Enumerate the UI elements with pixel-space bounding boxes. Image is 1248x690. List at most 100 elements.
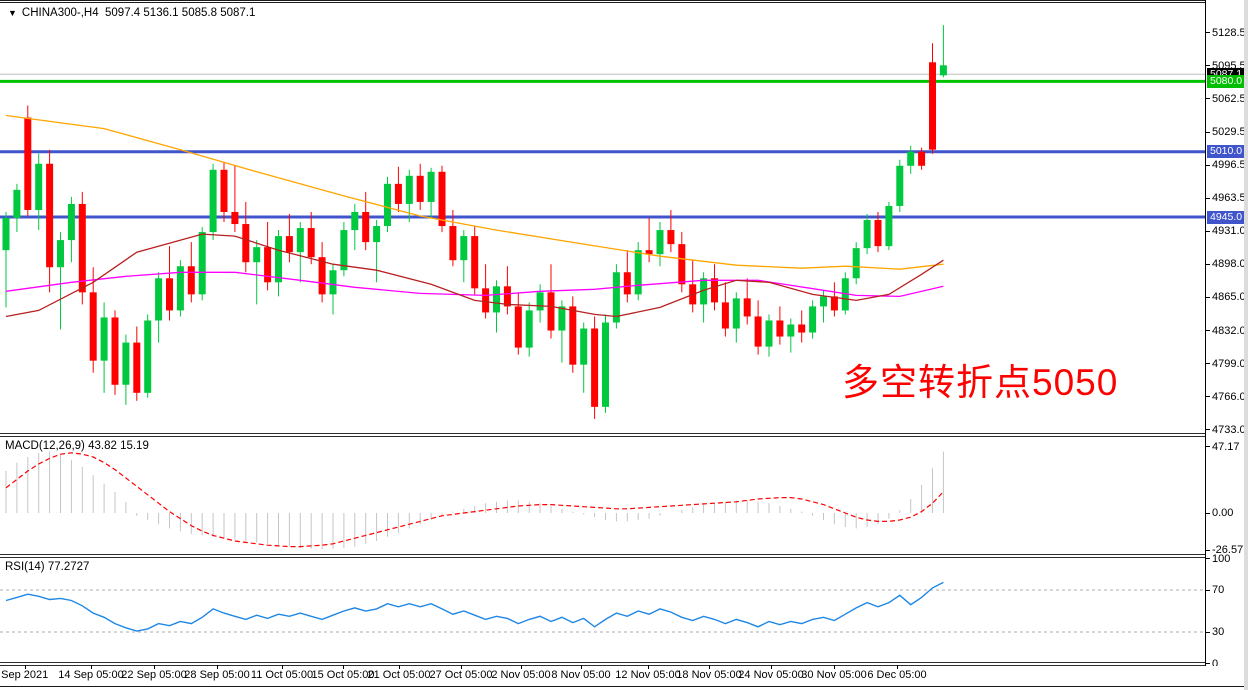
ohlc-close: 5087.1 (220, 7, 256, 19)
panel-splitter-macd[interactable] (0, 433, 1248, 437)
macd-canvas[interactable] (0, 437, 1205, 554)
candle-bull (656, 230, 664, 255)
time-label: 12 Nov 05:00 (615, 669, 681, 681)
symbol-collapse-icon[interactable]: ▼ (8, 8, 17, 18)
candle-bull (13, 189, 21, 219)
candle-bull (373, 226, 381, 243)
time-label: 18 Nov 05:00 (676, 669, 742, 681)
ma-darkred[interactable] (5, 233, 944, 318)
time-tick (461, 665, 462, 669)
candle-bear (449, 226, 457, 261)
candle-bear (285, 236, 293, 253)
annotation-text[interactable]: 多空转折点5050 (842, 362, 1119, 403)
price-tick: 4931.0 (1212, 225, 1246, 238)
ohlc-open: 5097.4 (105, 7, 141, 19)
candle-bear (667, 230, 675, 245)
macd-tick: 47.17 (1212, 440, 1240, 453)
candle-bull (57, 240, 64, 268)
candle-bull (405, 175, 413, 204)
candle-bear (776, 320, 784, 337)
candle-bear (111, 317, 119, 385)
chart-title: ▼ CHINA300-,H4 5097.4 5136.1 5085.8 5087.… (8, 7, 255, 19)
price-tag-5080.0: 5080.0 (1207, 74, 1247, 88)
price-tick: 5062.5 (1212, 92, 1246, 105)
panel-splitter-time[interactable] (0, 662, 1248, 666)
candle-bull (351, 211, 359, 231)
candle-bull (558, 306, 566, 331)
candle-bear (645, 250, 653, 255)
price-tick-tick (1206, 197, 1210, 199)
time-label: 27 Oct 05:00 (429, 669, 493, 681)
time-tick (25, 665, 26, 669)
candle-bear (623, 272, 631, 295)
time-tick (897, 665, 898, 669)
candle-bear (918, 151, 926, 166)
ohlc-high: 5136.1 (143, 7, 179, 19)
candle-bear (438, 171, 446, 227)
price-tick: 4832.0 (1212, 324, 1246, 337)
candle-bear (798, 324, 806, 333)
time-tick (521, 665, 522, 669)
candle-bull (329, 270, 337, 295)
candle-bear (482, 288, 490, 313)
ma-orange[interactable] (5, 114, 944, 270)
candle-bull (198, 232, 206, 295)
rsi-canvas[interactable] (0, 558, 1205, 662)
price-tick: 4898.0 (1212, 258, 1246, 271)
rsi-tick-tick (1206, 589, 1210, 591)
main-price-canvas[interactable] (0, 0, 1205, 433)
ohlc-low: 5085.8 (181, 7, 217, 19)
price-tick: 4766.0 (1212, 390, 1246, 403)
time-tick (282, 665, 283, 669)
candle-bull (732, 298, 740, 329)
candle-bear (830, 296, 838, 311)
candle-bear (307, 228, 315, 258)
rsi-tick: 100 (1212, 552, 1231, 565)
candle-bull (896, 165, 904, 206)
candle-bull (35, 163, 43, 210)
price-tick-tick (1206, 396, 1210, 398)
candle-bull (2, 218, 10, 251)
candle-bull (852, 248, 860, 279)
time-label: 30 Nov 05:00 (801, 669, 867, 681)
candle-bull (144, 320, 152, 393)
candle-bull (427, 171, 435, 202)
candle-bear (220, 169, 228, 212)
macd-tick-tick (1206, 446, 1210, 448)
macd-values: 43.82 15.19 (88, 440, 149, 452)
price-tick-tick (1206, 65, 1210, 67)
ma-magenta[interactable] (5, 271, 944, 298)
price-tick-tick (1206, 230, 1210, 232)
panel-splitter-rsi[interactable] (0, 554, 1248, 558)
price-axis[interactable]: 5128.5 5095.5 5062.5 5029.5 4996.5 4963.5 4931… (1205, 0, 1248, 670)
time-tick (154, 665, 155, 669)
candle-bull (122, 342, 130, 385)
time-label: 8 Sep 2021 (0, 669, 49, 681)
candle-bull (580, 328, 588, 365)
price-tick-tick (1206, 363, 1210, 365)
candle-bear (591, 328, 599, 407)
candle-bull (209, 169, 217, 233)
candle-bull (525, 310, 533, 348)
candle-bear (318, 257, 326, 295)
rsi-tick: 30 (1212, 626, 1225, 639)
candle-bear (743, 298, 751, 317)
window-top-frame (0, 0, 1248, 3)
candle-bear (569, 306, 577, 365)
rsi-tick: 0 (1212, 657, 1219, 670)
rsi-tick: 70 (1212, 584, 1225, 597)
candle-bear (89, 292, 97, 361)
time-label: 24 Nov 05:00 (738, 669, 804, 681)
price-tick-tick (1206, 429, 1210, 431)
rsi-indicator-label: RSI(14) 77.2727 (5, 561, 90, 573)
time-label: 8 Nov 05:00 (551, 669, 611, 681)
price-tick: 4996.5 (1212, 159, 1246, 172)
time-label: 6 Dec 05:00 (867, 669, 927, 681)
time-label: 22 Sep 05:00 (121, 669, 187, 681)
price-tick-tick (1206, 32, 1210, 34)
candle-bull (809, 306, 817, 333)
time-label: 2 Nov 05:00 (491, 669, 551, 681)
candle-bear (264, 247, 272, 283)
candle-bull (296, 228, 304, 253)
